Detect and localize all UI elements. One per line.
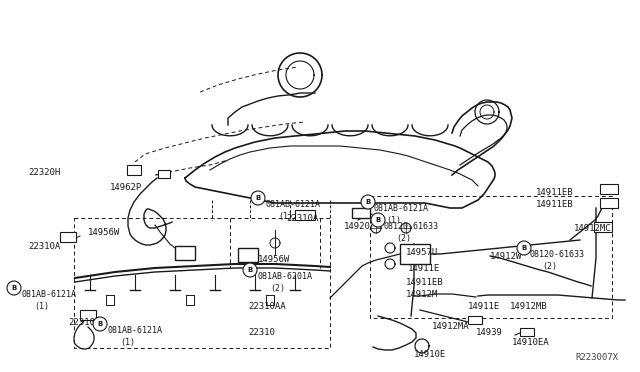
Text: 08120-61633: 08120-61633 [384, 222, 439, 231]
Text: 14911EB: 14911EB [406, 278, 444, 287]
FancyBboxPatch shape [175, 246, 195, 260]
Text: 22310A: 22310A [28, 242, 60, 251]
Text: (1): (1) [386, 216, 401, 225]
Text: B: B [97, 321, 102, 327]
Text: 14957U: 14957U [406, 248, 438, 257]
Text: 14920: 14920 [344, 222, 371, 231]
Text: 14912MA: 14912MA [432, 322, 470, 331]
Text: 14911E: 14911E [408, 264, 440, 273]
Text: 14956W: 14956W [258, 255, 291, 264]
Circle shape [371, 213, 385, 227]
Text: B: B [376, 217, 381, 223]
Text: (2): (2) [396, 234, 411, 243]
Text: 14911E: 14911E [468, 302, 500, 311]
FancyBboxPatch shape [238, 248, 258, 262]
Text: (1): (1) [278, 212, 293, 221]
Text: (1): (1) [120, 338, 135, 347]
FancyBboxPatch shape [60, 232, 76, 242]
FancyBboxPatch shape [600, 198, 618, 208]
Text: (1): (1) [34, 302, 49, 311]
Text: B: B [522, 245, 527, 251]
Circle shape [93, 317, 107, 331]
Text: 14956W: 14956W [88, 228, 120, 237]
Text: 081AB-6201A: 081AB-6201A [258, 272, 313, 281]
Circle shape [7, 281, 21, 295]
FancyBboxPatch shape [127, 165, 141, 175]
Text: 22310A: 22310A [286, 214, 318, 223]
Text: B: B [255, 195, 260, 201]
Text: (2): (2) [542, 262, 557, 271]
FancyBboxPatch shape [520, 328, 534, 336]
Text: 14912M: 14912M [406, 290, 438, 299]
Text: B: B [12, 285, 17, 291]
Text: R223007X: R223007X [575, 353, 618, 362]
Text: 22320H: 22320H [28, 168, 60, 177]
FancyBboxPatch shape [600, 184, 618, 194]
Text: 22310: 22310 [248, 328, 275, 337]
Text: 22310A: 22310A [68, 318, 100, 327]
Circle shape [361, 195, 375, 209]
Text: 14911EB: 14911EB [536, 188, 573, 197]
FancyBboxPatch shape [158, 170, 170, 178]
Text: 14912MB: 14912MB [510, 302, 548, 311]
FancyBboxPatch shape [80, 310, 96, 320]
Text: 14912MC: 14912MC [574, 224, 612, 233]
Text: 14911EB: 14911EB [536, 200, 573, 209]
FancyBboxPatch shape [594, 222, 612, 232]
FancyBboxPatch shape [468, 316, 482, 324]
FancyBboxPatch shape [400, 244, 430, 264]
Text: B: B [365, 199, 371, 205]
Circle shape [517, 241, 531, 255]
Text: 081AB-6121A: 081AB-6121A [374, 204, 429, 213]
Text: 22310AA: 22310AA [248, 302, 285, 311]
Text: 14962P: 14962P [110, 183, 142, 192]
FancyBboxPatch shape [295, 210, 315, 220]
Text: 14912W: 14912W [490, 252, 522, 261]
Circle shape [251, 191, 265, 205]
Text: 08120-61633: 08120-61633 [530, 250, 585, 259]
Text: 14910E: 14910E [414, 350, 446, 359]
Text: B: B [248, 267, 253, 273]
FancyBboxPatch shape [352, 208, 370, 218]
Text: 081AB-6121A: 081AB-6121A [22, 290, 77, 299]
Text: 081AB-6121A: 081AB-6121A [108, 326, 163, 335]
Text: 14939: 14939 [476, 328, 503, 337]
Text: 14910EA: 14910EA [512, 338, 550, 347]
Text: 081AB-6121A: 081AB-6121A [266, 200, 321, 209]
Circle shape [243, 263, 257, 277]
Text: (2): (2) [270, 284, 285, 293]
